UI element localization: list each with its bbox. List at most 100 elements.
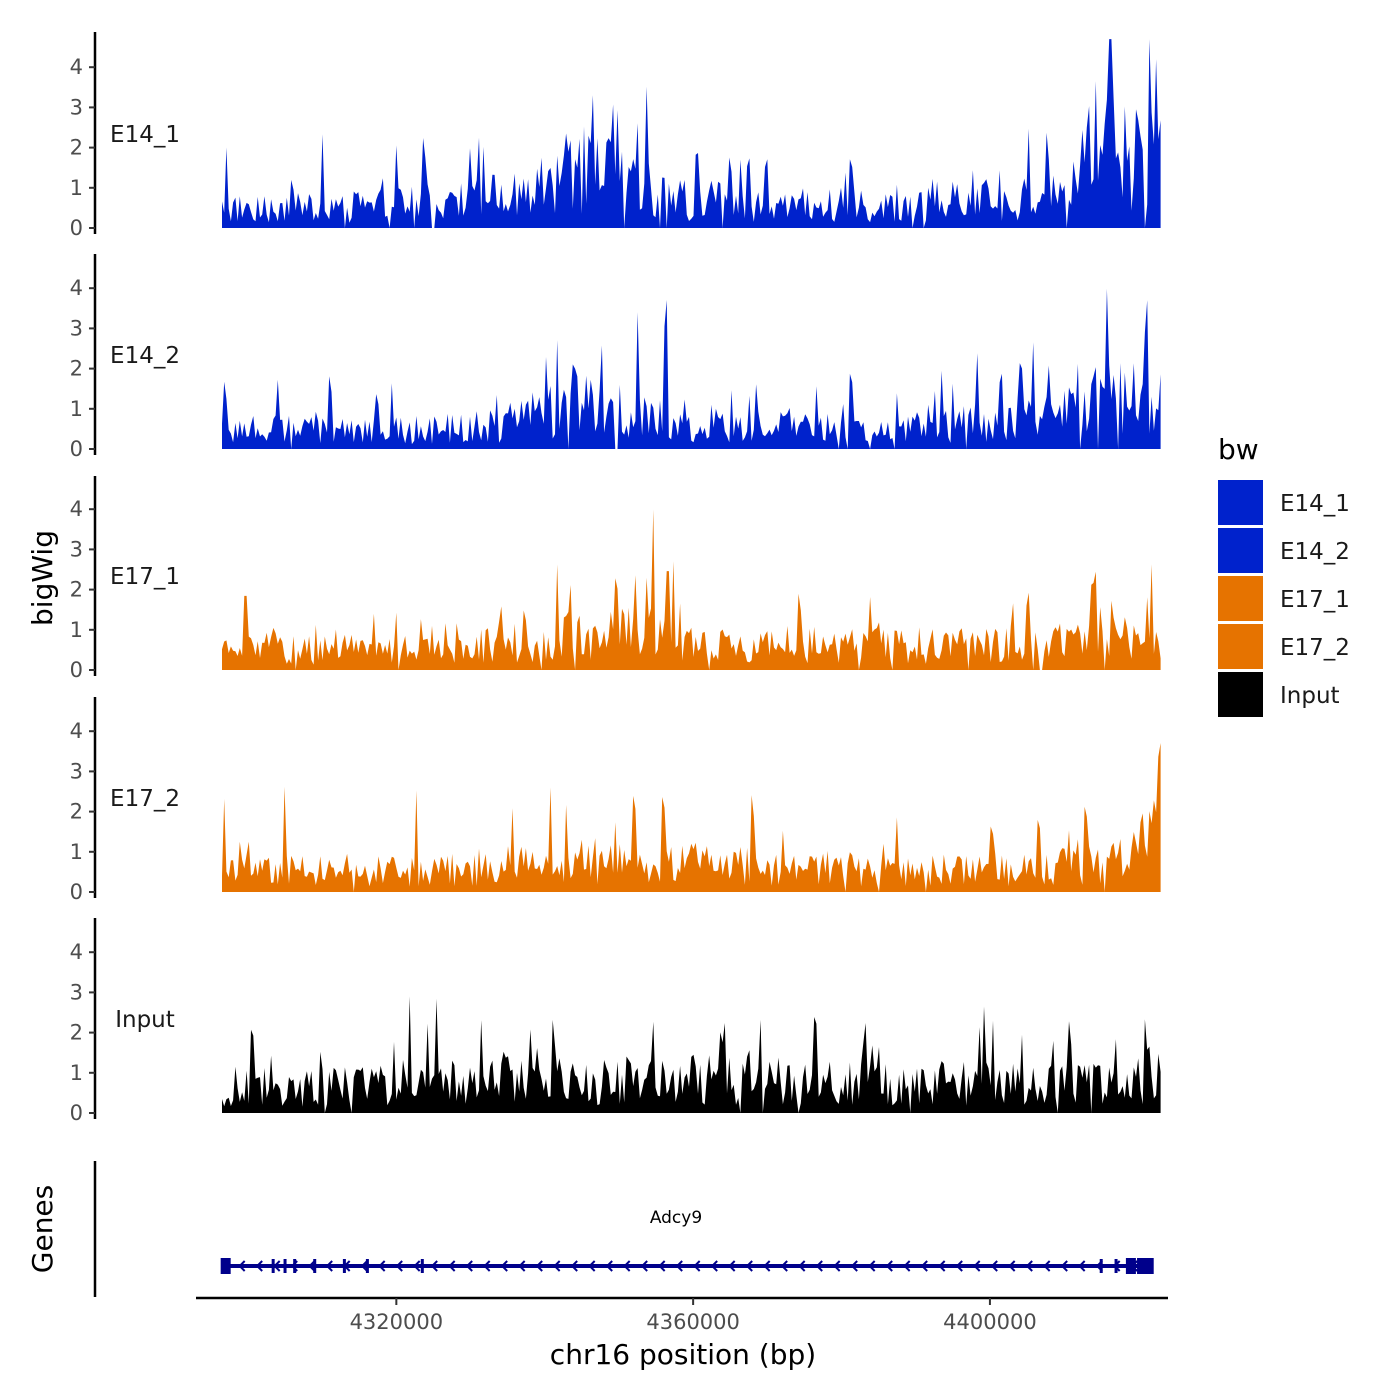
strand-arrow [850, 1260, 858, 1272]
strand-arrow [1060, 1260, 1068, 1272]
signal-area-Input [222, 996, 1161, 1113]
exon [1143, 1258, 1154, 1274]
y-tick-label: 0 [70, 658, 83, 682]
strand-arrow [1043, 1260, 1051, 1272]
signal-tracks: 0 1 2 3 4 E14_1 0 1 2 3 4 E14_2 0 1 2 3 4 E17_1 0 1 2 3 4 E17_2… [70, 32, 1161, 1125]
y-tick-label: 1 [70, 397, 83, 421]
y-tick-label: 3 [70, 759, 83, 783]
exon [420, 1259, 424, 1273]
y-tick-label: 4 [70, 497, 83, 521]
legend-swatch-E14_2 [1218, 528, 1263, 573]
strand-arrow [973, 1260, 981, 1272]
track-E17_1: 0 1 2 3 4 E17_1 [70, 476, 1161, 682]
strand-arrow [360, 1260, 368, 1272]
exon [1099, 1259, 1103, 1273]
track-Input: 0 1 2 3 4 Input [70, 918, 1161, 1125]
y-tick-label: 2 [70, 357, 83, 381]
x-axis-title: chr16 position (bp) [550, 1338, 816, 1371]
exon [313, 1259, 317, 1273]
x-tick-label: 4320000 [350, 1310, 444, 1334]
strand-arrow [833, 1260, 841, 1272]
y-tick-label: 1 [70, 1061, 83, 1085]
exon [365, 1259, 369, 1273]
signal-area-E17_1 [222, 509, 1161, 670]
strand-arrow [710, 1260, 718, 1272]
strand-arrow [483, 1260, 491, 1272]
strand-arrow [745, 1260, 753, 1272]
strand-arrow [780, 1260, 788, 1272]
track-E14_1: 0 1 2 3 4 E14_1 [70, 32, 1161, 240]
strand-arrow [1008, 1260, 1016, 1272]
track-label: E17_1 [110, 564, 180, 590]
strand-arrow [885, 1260, 893, 1272]
y-tick-label: 1 [70, 840, 83, 864]
strand-arrow [903, 1260, 911, 1272]
exon [283, 1259, 287, 1273]
gene-name-label: Adcy9 [650, 1208, 702, 1228]
legend-swatch-E14_1 [1218, 480, 1263, 525]
y-tick-label: 0 [70, 1101, 83, 1125]
y-tick-label: 0 [70, 216, 83, 240]
strand-arrow [1078, 1260, 1086, 1272]
strand-arrow [798, 1260, 806, 1272]
legend-label-E17_2: E17_2 [1280, 635, 1350, 661]
track-E14_2: 0 1 2 3 4 E14_2 [70, 254, 1161, 461]
strand-arrow [728, 1260, 736, 1272]
strand-arrow [990, 1260, 998, 1272]
x-axis: 4320000 4360000 4400000 [196, 1296, 1168, 1334]
strand-arrow [693, 1260, 701, 1272]
track-E17_2: 0 1 2 3 4 E17_2 [70, 697, 1161, 904]
y-tick-label: 2 [70, 1021, 83, 1045]
exon [271, 1259, 275, 1273]
strand-arrow [605, 1260, 613, 1272]
strand-arrow [308, 1260, 316, 1272]
exon [1125, 1258, 1136, 1274]
strand-arrow [675, 1260, 683, 1272]
legend-swatch-Input [1218, 672, 1263, 717]
strand-arrow [325, 1260, 333, 1272]
y-tick-label: 3 [70, 316, 83, 340]
strand-arrow [868, 1260, 876, 1272]
track-label: Input [115, 1007, 175, 1033]
y-axis-title: bigWig [26, 530, 59, 626]
strand-arrow [920, 1260, 928, 1272]
strand-arrow [448, 1260, 456, 1272]
legend-swatch-E17_2 [1218, 624, 1263, 669]
strand-arrow [553, 1260, 561, 1272]
y-tick-label: 2 [70, 800, 83, 824]
strand-arrow [588, 1260, 596, 1272]
track-label: E17_2 [110, 786, 180, 812]
signal-area-E14_1 [222, 39, 1161, 228]
y-tick-label: 0 [70, 437, 83, 461]
strand-arrow [658, 1260, 666, 1272]
exon [220, 1258, 231, 1274]
exon [342, 1259, 346, 1273]
legend-label-E17_1: E17_1 [1280, 587, 1350, 613]
y-tick-label: 1 [70, 176, 83, 200]
signal-area-E17_2 [222, 743, 1161, 892]
legend-swatch-E17_1 [1218, 576, 1263, 621]
x-tick-label: 4360000 [646, 1310, 740, 1334]
legend-label-E14_2: E14_2 [1280, 539, 1350, 565]
exon [293, 1259, 297, 1273]
strand-arrow [640, 1260, 648, 1272]
y-tick-label: 4 [70, 940, 83, 964]
y-tick-label: 0 [70, 880, 83, 904]
y-tick-label: 3 [70, 537, 83, 561]
strand-arrow [430, 1260, 438, 1272]
y-tick-label: 2 [70, 578, 83, 602]
y-tick-label: 2 [70, 136, 83, 160]
strand-arrow [378, 1260, 386, 1272]
strand-arrow [395, 1260, 403, 1272]
gene-panel: Genes Adcy9 [26, 1161, 1154, 1297]
strand-arrow [1025, 1260, 1033, 1272]
y-tick-label: 4 [70, 719, 83, 743]
strand-arrow [273, 1260, 281, 1272]
strand-arrow [238, 1260, 246, 1272]
strand-arrow [623, 1260, 631, 1272]
strand-arrow [500, 1260, 508, 1272]
legend-label-E14_1: E14_1 [1280, 491, 1350, 517]
y-tick-label: 4 [70, 276, 83, 300]
legend: bw E14_1 E14_2 E17_1 E17_2 Input [1218, 433, 1350, 717]
